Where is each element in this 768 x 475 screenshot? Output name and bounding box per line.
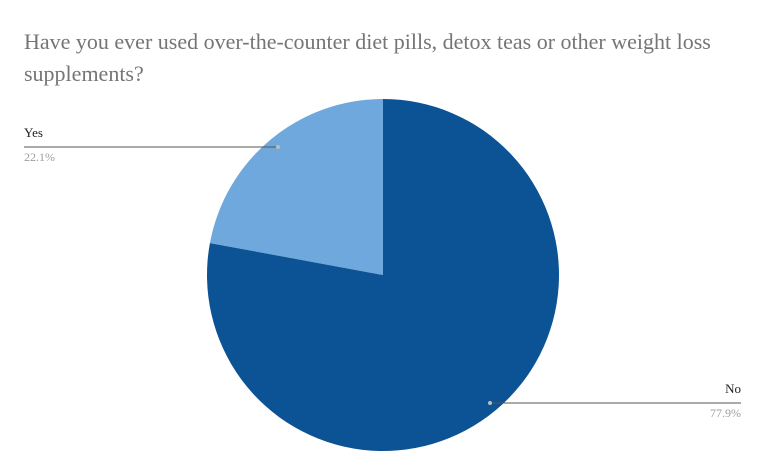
leader-dot-no — [488, 401, 492, 405]
leader-dot-yes — [276, 145, 280, 149]
pie-slice-yes — [209, 99, 383, 275]
slice-percent-yes: 22.1% — [24, 150, 55, 164]
slice-percent-no: 77.9% — [710, 406, 741, 420]
chart-title: Have you ever used over-the-counter diet… — [24, 29, 711, 86]
pie-slice-no — [207, 99, 560, 451]
slice-label-no: No — [725, 381, 741, 396]
pie-slices — [207, 99, 560, 451]
pie-labels: Yes 22.1% No 77.9% — [24, 125, 741, 420]
slice-label-yes: Yes — [24, 125, 43, 140]
